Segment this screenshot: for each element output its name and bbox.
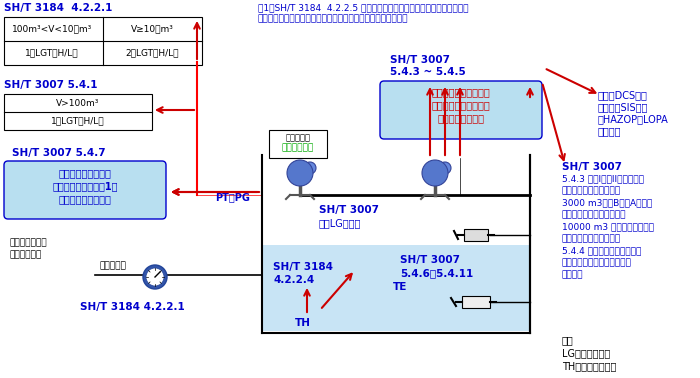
Text: 2套LGT（H/L）: 2套LGT（H/L）: [125, 48, 178, 57]
Bar: [462, 296, 490, 308]
Bar: [263, 245, 529, 331]
Text: SH/T 3184 4.2.2.1: SH/T 3184 4.2.2.1: [80, 302, 185, 312]
Text: 没有LG的要求: 没有LG的要求: [319, 218, 361, 228]
Text: 联锁液位仪表应单独设: 联锁液位仪表应单独设: [432, 87, 491, 97]
Bar: [464, 229, 488, 241]
Text: 设高高液位报警及联锁。: 设高高液位报警及联锁。: [562, 234, 621, 243]
Text: 雷达液位计: 雷达液位计: [286, 133, 311, 142]
Text: 4.2.2.4: 4.2.2.4: [273, 275, 314, 285]
Circle shape: [287, 160, 313, 186]
FancyBboxPatch shape: [380, 81, 542, 139]
Text: 由HAZOP和LOPA: 由HAZOP和LOPA: [598, 114, 668, 124]
Text: 5.4.3 ~ 5.4.5: 5.4.3 ~ 5.4.5: [390, 67, 466, 77]
Text: SH/T 3184  4.2.2.1: SH/T 3184 4.2.2.1: [4, 3, 113, 13]
Text: 常压储罐不设置（注1）: 常压储罐不设置（注1）: [52, 181, 118, 191]
Text: 应在罐顶设置压力变送器测量压力，设置压力表就地测量压力。: 应在罐顶设置压力变送器测量压力，设置压力表就地测量压力。: [258, 14, 409, 23]
Text: 3000 m3的甲B和乙A类可燃: 3000 m3的甲B和乙A类可燃: [562, 198, 652, 207]
Text: SH/T 3184: SH/T 3184: [273, 262, 333, 272]
Text: TE: TE: [393, 282, 407, 292]
Circle shape: [439, 162, 451, 174]
Text: 100m³<V<10万m³: 100m³<V<10万m³: [12, 25, 92, 34]
Text: 储罐测量系统: 储罐测量系统: [10, 250, 42, 259]
Text: 注，: 注，: [562, 335, 574, 345]
Text: 5.4.3 储存I级和II级毒性液体: 5.4.3 储存I级和II级毒性液体: [562, 174, 644, 183]
Text: V>100m³: V>100m³: [56, 99, 99, 107]
Text: 液位报警，低低液位报警宜联: 液位报警，低低液位报警宜联: [562, 258, 632, 267]
Text: 液位仪表举例: 液位仪表举例: [282, 143, 314, 152]
Text: 1套LGT（H/L）: 1套LGT（H/L）: [25, 48, 79, 57]
Bar: [4, 17, 202, 65]
Text: SH/T 3007: SH/T 3007: [319, 205, 379, 215]
Circle shape: [422, 160, 448, 186]
Text: SH/T 3007 5.4.1: SH/T 3007 5.4.1: [4, 80, 97, 90]
Circle shape: [146, 268, 164, 286]
Circle shape: [143, 265, 167, 289]
Text: 可能是DCS联锁: 可能是DCS联锁: [598, 90, 648, 100]
Text: 不得共用同一取源口: 不得共用同一取源口: [59, 194, 111, 204]
Bar: [269, 130, 327, 158]
Text: TH: TH: [295, 318, 311, 328]
FancyBboxPatch shape: [4, 161, 166, 219]
Text: 也可采用液位开关: 也可采用液位开关: [438, 113, 484, 123]
Text: SH/T 3007: SH/T 3007: [390, 55, 450, 65]
Text: SH/T 3007 5.4.7: SH/T 3007 5.4.7: [12, 148, 106, 158]
Text: LG：就地液位计: LG：就地液位计: [562, 348, 610, 358]
Text: 10000 m3 的其他液体储罐应: 10000 m3 的其他液体储罐应: [562, 222, 654, 231]
Circle shape: [304, 162, 316, 174]
Text: 液体储罐、容量大于或等于: 液体储罐、容量大于或等于: [562, 210, 626, 219]
Bar: [4, 94, 152, 130]
Text: 分析确定: 分析确定: [598, 126, 622, 136]
Text: V≥10万m³: V≥10万m³: [131, 25, 174, 34]
Text: 锁停泵。: 锁停泵。: [562, 270, 584, 279]
Text: SH/T 3007: SH/T 3007: [562, 162, 622, 172]
Text: 也可能是SIS联锁: 也可能是SIS联锁: [598, 102, 648, 112]
Text: 置宜采用连续测量仪表: 置宜采用连续测量仪表: [432, 100, 491, 110]
Text: 5.4.6、5.4.11: 5.4.6、5.4.11: [400, 268, 473, 278]
Text: PT、PG: PT、PG: [215, 192, 250, 202]
Text: 5.4.4 装置原料储罐宜设低低: 5.4.4 装置原料储罐宜设低低: [562, 246, 641, 255]
Text: 注1：SH/T 3184  4.2.2.5 低压储罐及需要氮气等惰性气体密封的储罐，: 注1：SH/T 3184 4.2.2.5 低压储罐及需要氮气等惰性气体密封的储罐…: [258, 3, 468, 12]
Text: 罐务指示仪: 罐务指示仪: [100, 261, 127, 270]
Text: 低压、压力储罐设置: 低压、压力储罐设置: [59, 168, 111, 178]
Text: 1套LGT（H/L）: 1套LGT（H/L）: [51, 116, 105, 125]
Text: 标准通信信号去: 标准通信信号去: [10, 238, 48, 247]
Text: TH：双金属温度计: TH：双金属温度计: [562, 361, 617, 371]
Text: 的储罐、容量大于或等于: 的储罐、容量大于或等于: [562, 186, 621, 195]
Text: SH/T 3007: SH/T 3007: [400, 255, 460, 265]
